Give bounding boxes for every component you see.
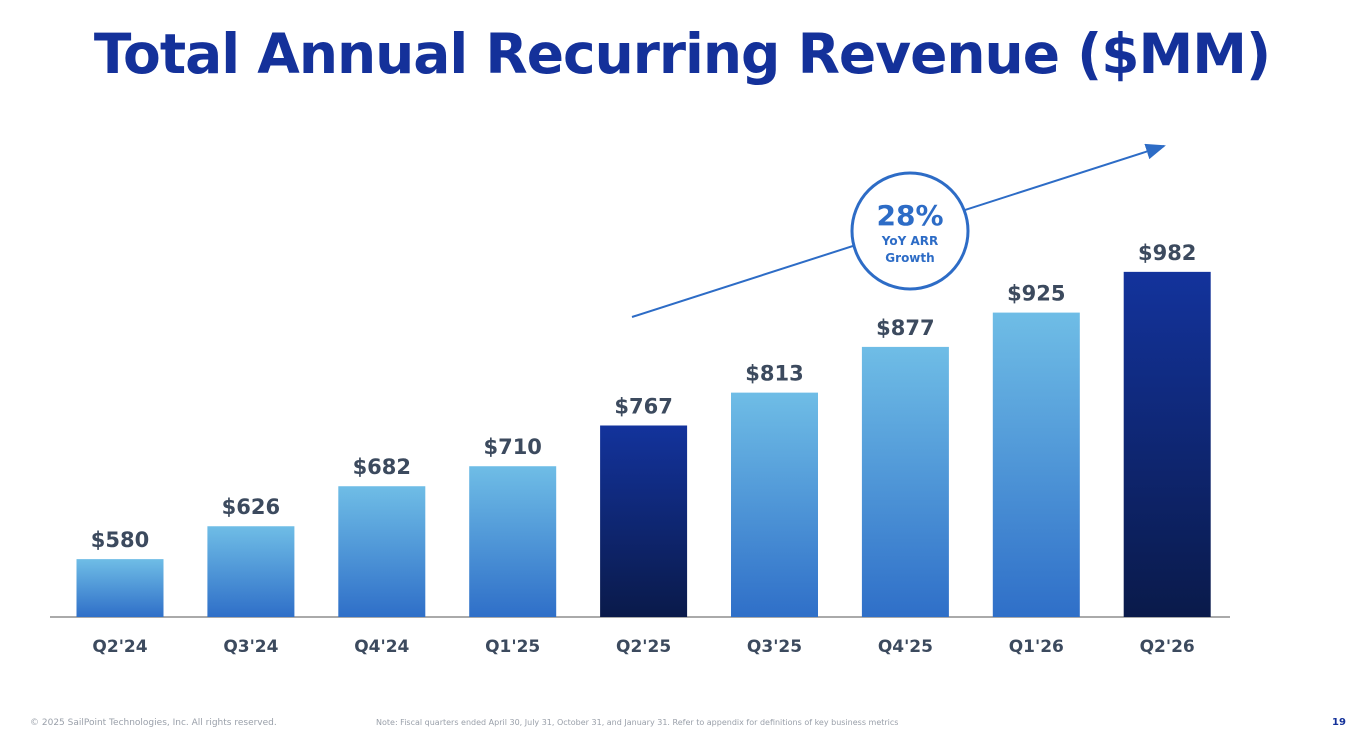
data-label: $877 (876, 316, 934, 340)
bar-Q4'24 (338, 486, 426, 617)
copyright: © 2025 SailPoint Technologies, Inc. All … (30, 718, 277, 728)
growth-callout: 28% YoY ARR Growth (850, 171, 970, 291)
x-tick-label: Q3'25 (747, 637, 802, 657)
x-tick-label: Q3'24 (223, 637, 278, 657)
bar-Q3'25 (731, 392, 818, 617)
x-tick-label: Q1'26 (1009, 637, 1064, 657)
x-tick-label: Q2'26 (1140, 637, 1195, 657)
bar-Q4'25 (861, 346, 949, 617)
bar-Q1'26 (992, 312, 1080, 617)
bar-Q2'24 (76, 559, 164, 617)
data-label: $710 (483, 435, 541, 459)
x-tick-label: Q1'25 (485, 637, 540, 657)
callout-line1: YoY ARR (881, 234, 938, 248)
x-tick-label: Q2'24 (92, 637, 147, 657)
page-number: 19 (1332, 717, 1346, 728)
footnote: Note: Fiscal quarters ended April 30, Ju… (376, 718, 899, 727)
data-label: $580 (91, 528, 149, 552)
data-label: $626 (222, 495, 280, 519)
bar-Q1'25 (469, 466, 557, 617)
callout-value: 28% (876, 199, 943, 232)
data-label: $813 (745, 362, 803, 386)
callout-circle (850, 171, 970, 291)
slide-title: Total Annual Recurring Revenue ($MM) (93, 22, 1271, 86)
data-label: $682 (353, 455, 411, 479)
data-label: $767 (614, 394, 672, 418)
bar-Q2'26 (1123, 271, 1211, 617)
data-label: $982 (1138, 241, 1196, 265)
x-tick-label: Q4'25 (878, 637, 933, 657)
x-tick-label: Q2'25 (616, 637, 671, 657)
bar-Q2'25 (600, 425, 688, 617)
bar-Q3'24 (207, 526, 295, 617)
data-label: $925 (1007, 282, 1065, 306)
x-tick-label: Q4'24 (354, 637, 409, 657)
callout-line2: Growth (885, 251, 934, 265)
